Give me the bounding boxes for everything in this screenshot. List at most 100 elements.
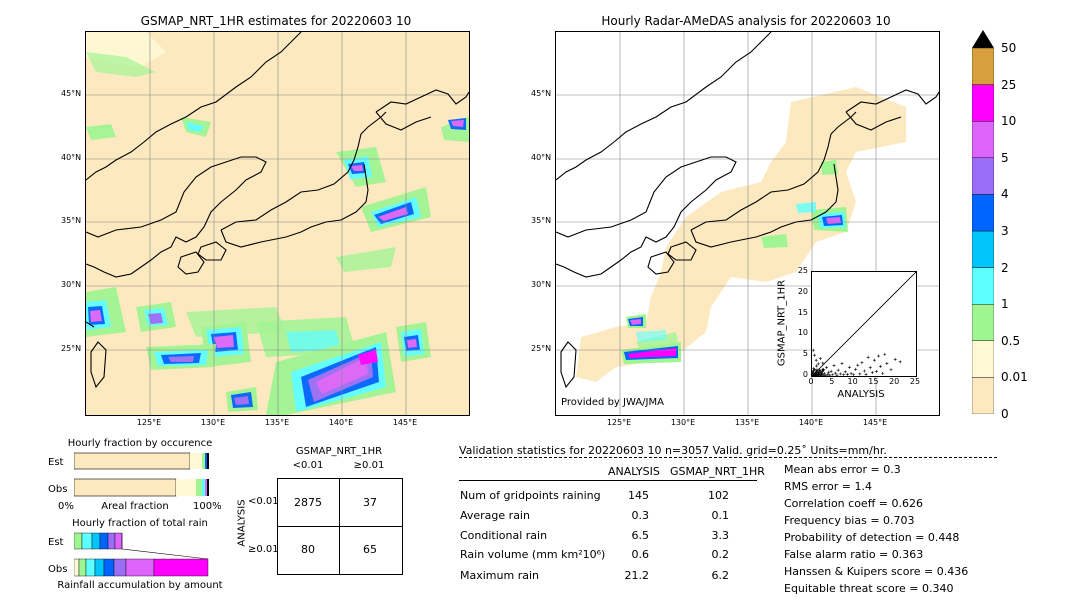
right-lon-145: 145°E <box>862 418 888 427</box>
scatter-point <box>815 373 819 376</box>
scatter-point <box>877 354 881 358</box>
contingency-grid <box>277 478 403 575</box>
validation-header: Validation statistics for 20220603 10 n=… <box>459 444 887 457</box>
score-2: Correlation coeff = 0.626 <box>784 497 923 510</box>
scatter-point <box>826 372 830 376</box>
contingency-col-title: GSMAP_NRT_1HR <box>295 446 383 457</box>
score-4: Probability of detection = 0.448 <box>784 531 960 544</box>
left-lat-40: 40°N <box>61 153 82 162</box>
scatter-point <box>838 372 842 376</box>
colorbar-tick-label: 3 <box>1001 224 1009 238</box>
scatter-point <box>812 371 814 375</box>
colorbar-swatch <box>971 340 995 378</box>
validation-analysis-2: 6.5 <box>631 529 650 542</box>
scatter-ytick: 10 <box>797 328 808 338</box>
contingency-col-ge: ≥0.01 <box>353 460 385 471</box>
contingency-row-lt: <0.01 <box>248 496 279 507</box>
scatter-point <box>852 373 856 376</box>
scatter-point <box>866 355 870 359</box>
scatter-point <box>858 372 862 376</box>
scatter-point <box>819 372 823 376</box>
colorbar-tick-label: 4 <box>1001 187 1009 202</box>
validation-label-1: Average rain <box>460 509 530 522</box>
validation-col-gsmap: GSMAP_NRT_1HR <box>670 465 765 478</box>
scatter-point <box>854 367 858 371</box>
right-lat-45: 45°N <box>531 89 552 98</box>
score-1: RMS error = 1.4 <box>784 480 872 493</box>
scatter-xtick: 25 <box>909 377 921 386</box>
scatter-xtick: 15 <box>868 377 879 386</box>
scatter-point <box>817 368 821 372</box>
contingency-row-title: ANALYSIS <box>236 499 248 547</box>
scatter-point <box>879 364 883 368</box>
right-lon-135: 135°E <box>734 418 760 427</box>
left-map-title: GSMAP_NRT_1HR estimates for 20220603 10 <box>140 14 412 28</box>
scatter-point <box>845 372 849 376</box>
validation-label-3: Rain volume (mm km²10⁶) <box>460 548 606 561</box>
right-lat-35: 35°N <box>531 216 552 225</box>
amount-row-est: Est <box>48 537 64 548</box>
scatter-point <box>883 352 887 356</box>
validation-gsmap-0: 102 <box>708 489 729 502</box>
right-lon-140: 140°E <box>798 418 824 427</box>
colorbar-tick-label: 25 <box>1001 77 1017 92</box>
scatter-point <box>872 358 876 362</box>
scatter-point <box>840 362 844 366</box>
score-7: Equitable threat score = 0.340 <box>784 582 954 595</box>
left-lon-130: 130°E <box>200 418 226 427</box>
scatter-point <box>847 365 851 369</box>
colorbar-tick-label: 0 <box>1001 407 1009 421</box>
right-lat-30: 30°N <box>531 280 552 289</box>
scatter-point <box>814 369 818 373</box>
colorbar-swatch <box>971 267 995 305</box>
scatter-xlabel: ANALYSIS <box>837 389 885 400</box>
colorbar-tick-label: 1 <box>1001 297 1009 312</box>
scatter-point <box>885 362 889 366</box>
scatter-ylabel: GSMAP_NRT_1HR <box>776 279 788 367</box>
scatter-point <box>868 366 872 370</box>
validation-gsmap-4: 6.2 <box>711 569 730 582</box>
scatter-point <box>860 361 864 365</box>
scatter-point <box>831 373 835 376</box>
scatter-point <box>870 371 874 375</box>
scatter-point <box>835 373 839 376</box>
scatter-point <box>814 358 818 362</box>
scatter-point <box>898 360 902 364</box>
colorbar-tick-label: 10 <box>1001 114 1017 129</box>
score-3: Frequency bias = 0.703 <box>784 514 915 527</box>
colorbar-swatch <box>971 84 995 122</box>
validation-analysis-0: 145 <box>628 489 649 502</box>
contingency-cell-b: 37 <box>363 496 377 509</box>
contingency-cell-c: 80 <box>301 543 315 556</box>
occurrence-axis-right: 100% <box>193 501 222 512</box>
scatter-point <box>893 357 897 361</box>
scatter-point <box>842 373 846 376</box>
colorbar-tick-label: 0.01 <box>1001 370 1028 385</box>
scatter-ytick: 25 <box>797 266 808 275</box>
left-lat-35: 35°N <box>61 216 82 225</box>
occurrence-bars <box>74 452 209 497</box>
scatter-point <box>815 364 819 368</box>
scatter-xtick: 5 <box>829 377 835 386</box>
scatter-point <box>862 369 866 373</box>
left-map <box>85 31 470 416</box>
colorbar <box>971 30 995 415</box>
colorbar-tick-label: 2 <box>1001 260 1009 275</box>
contingency-cell-a: 2875 <box>294 496 322 509</box>
scatter-point <box>827 370 831 374</box>
scatter-xtick: 10 <box>847 377 858 386</box>
colorbar-tick-label: 0.5 <box>1001 333 1021 348</box>
scatter-point <box>874 369 878 373</box>
scatter-ytick: 0 <box>802 370 808 379</box>
left-lat-45: 45°N <box>61 89 82 98</box>
validation-label-2: Conditional rain <box>460 529 548 542</box>
scatter-ytick: 5 <box>802 349 808 359</box>
colorbar-swatch <box>971 304 995 342</box>
right-lat-25: 25°N <box>531 344 552 353</box>
left-lon-145: 145°E <box>392 418 418 427</box>
scatter-point <box>821 367 825 371</box>
colorbar-swatch <box>971 120 995 158</box>
scatter-point <box>843 370 847 374</box>
right-lon-130: 130°E <box>670 418 696 427</box>
validation-col-rule <box>459 480 757 481</box>
